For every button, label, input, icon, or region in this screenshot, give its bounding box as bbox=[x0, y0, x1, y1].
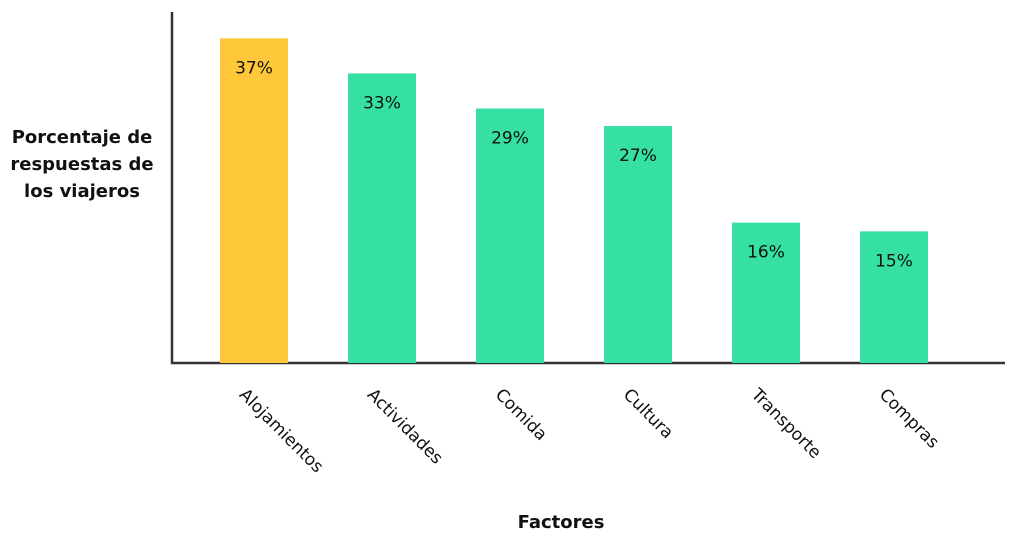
x-tick-label: Compras bbox=[875, 385, 943, 453]
x-tick-label: Actividades bbox=[363, 385, 447, 469]
bar bbox=[476, 108, 544, 364]
x-axis-label: Factores bbox=[518, 512, 605, 533]
x-tick-label: Transporte bbox=[746, 384, 825, 463]
x-tick-label: Comida bbox=[491, 385, 551, 445]
value-label: 16% bbox=[747, 243, 785, 263]
bar bbox=[348, 73, 416, 364]
bar bbox=[220, 38, 288, 363]
bar bbox=[860, 231, 928, 363]
value-label: 29% bbox=[491, 129, 529, 149]
x-tick-label: Alojamientos bbox=[235, 385, 327, 477]
bar bbox=[604, 126, 672, 363]
bar bbox=[732, 222, 800, 363]
y-axis-label: Porcentaje de respuestas de los viajeros bbox=[10, 127, 154, 202]
x-tick-label: Cultura bbox=[619, 385, 677, 443]
value-label: 33% bbox=[363, 93, 401, 113]
value-label: 15% bbox=[875, 251, 913, 271]
value-label: 37% bbox=[235, 58, 273, 78]
value-label: 27% bbox=[619, 146, 657, 166]
